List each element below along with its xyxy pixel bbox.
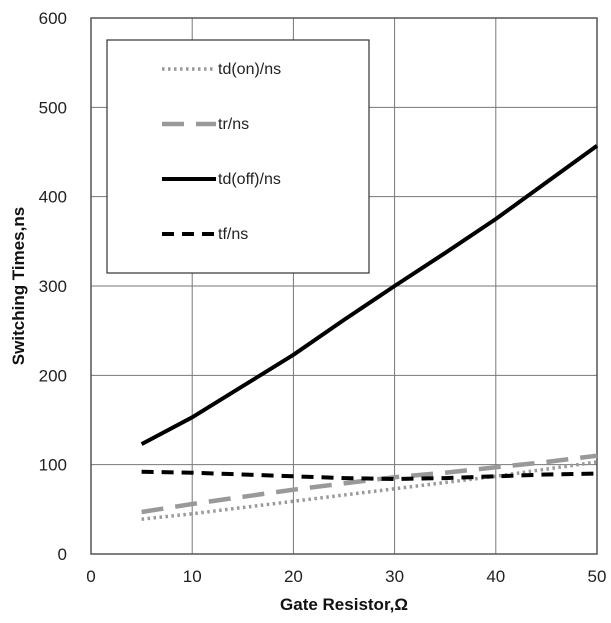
series-line-3 [141, 469, 598, 481]
y-tick-label: 400 [39, 188, 67, 207]
y-tick-label: 600 [39, 9, 67, 28]
series-line-1 [141, 453, 598, 515]
x-tick-label: 0 [86, 567, 95, 586]
series-lines [140, 144, 599, 521]
y-tick-label: 0 [58, 545, 67, 564]
x-tick-label: 20 [284, 567, 303, 586]
x-tick-label: 50 [588, 567, 607, 586]
x-tick-label: 10 [183, 567, 202, 586]
y-axis-title: Switching Times,ns [9, 207, 28, 365]
y-tick-label: 300 [39, 277, 67, 296]
series-line-0 [141, 460, 598, 521]
legend-label-0: td(on)/ns [218, 61, 281, 78]
y-tick-label: 200 [39, 366, 67, 385]
y-tick-label: 100 [39, 456, 67, 475]
x-tick-label: 30 [385, 567, 404, 586]
legend: td(on)/ns tr/ns td(off)/ns tf/ns [106, 39, 370, 274]
x-tick-label: 40 [486, 567, 505, 586]
legend-label-2: td(off)/ns [218, 171, 281, 188]
legend-box [106, 39, 370, 274]
legend-label-3: tf/ns [218, 226, 248, 243]
series-line-2 [140, 144, 599, 446]
y-tick-label: 500 [39, 98, 67, 117]
x-axis-title: Gate Resistor,Ω [280, 595, 408, 614]
legend-label-1: tr/ns [218, 116, 249, 133]
plot-frame [90, 17, 598, 555]
